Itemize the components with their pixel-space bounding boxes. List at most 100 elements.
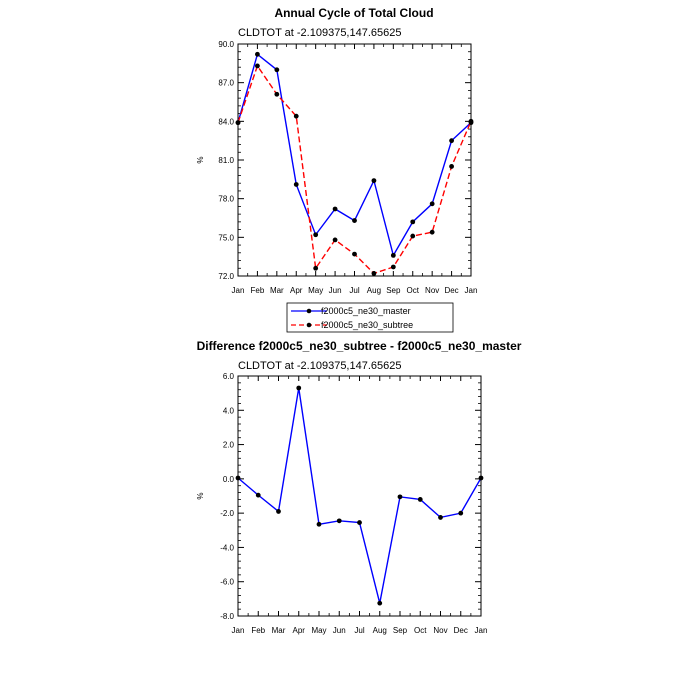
x-tick-label: Jan: [232, 286, 245, 295]
series-line-difference: [237, 387, 482, 604]
data-point: [255, 492, 261, 498]
y-tick-labels: -8.0 -6.0 -4.0 -2.0 0.0 2.0 4.0 6.0: [220, 372, 234, 621]
data-point: [449, 164, 454, 169]
data-point: [357, 520, 362, 525]
x-tick-label: Jan: [232, 626, 245, 635]
data-point: [332, 237, 338, 243]
data-point: [468, 118, 474, 124]
data-point: [313, 265, 319, 271]
data-point: [336, 518, 342, 524]
data-point: [235, 120, 241, 126]
data-point: [449, 138, 454, 144]
y-axis-label: %: [196, 156, 205, 163]
data-point: [410, 219, 416, 225]
y-tick-label: 6.0: [223, 372, 235, 381]
y-tick-label: 81.0: [218, 156, 234, 165]
x-tick-labels: Jan Feb Mar Apr May Jun Jul Aug Sep Oct Nov Dec Jan: [232, 286, 478, 295]
data-point: [478, 475, 484, 481]
y-axis-label: %: [196, 492, 205, 499]
axis-ticks: [237, 375, 482, 617]
legend-subtree-marker: [306, 322, 312, 328]
data-point: [276, 509, 281, 514]
y-tick-label: -8.0: [220, 612, 234, 621]
series-lines: [237, 53, 472, 275]
legend: f2000c5_ne30_master f2000c5_ne30_subtree: [286, 302, 454, 333]
data-point: [371, 178, 377, 184]
data-point: [274, 91, 280, 97]
plot-frame: [237, 375, 482, 617]
series-line-f2000c5_ne30_subtree: [237, 64, 472, 275]
x-tick-label: Mar: [270, 286, 284, 295]
x-tick-label: Feb: [251, 286, 265, 295]
y-tick-label: 90.0: [218, 40, 234, 49]
x-tick-label: Nov: [425, 286, 439, 295]
legend-subtree-label: f2000c5_ne30_subtree: [321, 320, 413, 330]
y-tick-label: 72.0: [218, 272, 234, 281]
x-tick-label: Dec: [444, 286, 458, 295]
data-point: [458, 510, 464, 516]
data-point: [296, 385, 302, 391]
y-tick-label: -6.0: [220, 578, 234, 587]
data-point: [390, 252, 396, 258]
x-tick-label: Jul: [349, 286, 359, 295]
y-tick-label: 0.0: [223, 475, 235, 484]
x-tick-label: Oct: [414, 626, 427, 635]
difference-chart: Difference f2000c5_ne30_subtree - f2000c…: [196, 339, 522, 635]
x-tick-label: Mar: [272, 626, 286, 635]
data-point: [438, 515, 443, 520]
plot-frame: [237, 43, 472, 277]
data-point: [429, 229, 435, 235]
data-point: [255, 51, 260, 57]
data-point: [371, 271, 377, 276]
y-tick-label: -2.0: [220, 509, 234, 518]
data-point: [293, 182, 299, 187]
data-point: [235, 475, 241, 481]
series-line-f2000c5_ne30_master: [237, 53, 472, 258]
chart-title: Annual Cycle of Total Cloud: [274, 6, 433, 20]
x-tick-label: Jun: [333, 626, 346, 635]
y-tick-label: 87.0: [218, 79, 234, 88]
x-tick-label: Aug: [367, 286, 381, 295]
chart-title: Difference f2000c5_ne30_subtree - f2000c…: [197, 339, 522, 353]
legend-master-label: f2000c5_ne30_master: [321, 306, 411, 316]
x-tick-labels: Jan Feb Mar Apr May Jun Jul Aug Sep Oct Nov Dec Jan: [232, 626, 488, 635]
y-tick-label: 2.0: [223, 441, 235, 450]
data-point: [397, 494, 403, 500]
x-tick-label: Sep: [393, 626, 408, 635]
x-tick-label: Sep: [386, 286, 401, 295]
data-point: [332, 206, 338, 212]
data-point: [429, 201, 435, 207]
x-tick-label: Dec: [454, 626, 468, 635]
x-tick-label: Apr: [290, 286, 303, 295]
series-points: [235, 385, 484, 606]
x-tick-label: Jul: [354, 626, 364, 635]
data-point: [352, 251, 357, 257]
series-points: [235, 51, 474, 276]
x-tick-label: May: [311, 626, 326, 635]
y-tick-label: 84.0: [218, 117, 234, 126]
legend-master-marker: [306, 308, 312, 314]
data-point: [417, 497, 423, 502]
x-tick-label: May: [308, 286, 323, 295]
x-tick-label: Apr: [293, 626, 306, 635]
legend-box: [286, 302, 454, 333]
y-tick-label: 78.0: [218, 195, 234, 204]
data-point: [410, 233, 416, 239]
x-tick-label: Aug: [373, 626, 387, 635]
y-tick-label: -4.0: [220, 543, 234, 552]
data-point: [390, 264, 396, 270]
x-tick-label: Jun: [329, 286, 342, 295]
x-tick-label: Jan: [475, 626, 488, 635]
chart-subtitle: CLDTOT at -2.109375,147.65625: [238, 360, 402, 372]
data-point: [352, 218, 357, 223]
x-tick-label: Oct: [407, 286, 420, 295]
chart-subtitle: CLDTOT at -2.109375,147.65625: [238, 27, 402, 39]
data-point: [377, 600, 383, 606]
y-tick-label: 75.0: [218, 233, 234, 242]
data-point: [316, 521, 322, 527]
y-tick-labels: 72.0 75.0 78.0 81.0 84.0 87.0 90.0: [218, 40, 234, 281]
data-point: [313, 232, 319, 238]
data-point: [255, 63, 260, 69]
x-tick-label: Nov: [433, 626, 447, 635]
